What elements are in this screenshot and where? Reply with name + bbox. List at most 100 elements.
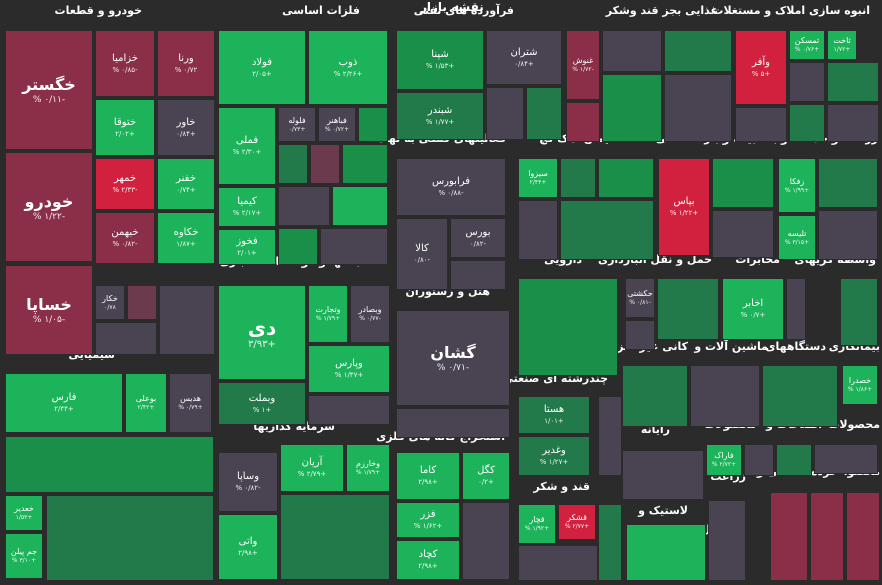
stock-tile[interactable]: خمهر -۲/۳۳ % bbox=[95, 158, 155, 210]
treemap-filler-tile[interactable] bbox=[818, 210, 878, 260]
treemap-filler-tile[interactable] bbox=[278, 144, 308, 184]
stock-tile[interactable]: زفکا +۱/۹۹ % bbox=[778, 158, 816, 213]
treemap-filler-tile[interactable] bbox=[602, 30, 662, 72]
stock-tile[interactable]: وخارزم +۱/۷۹ % bbox=[346, 444, 390, 492]
stock-tile[interactable]: اخابر +۰/۷ % bbox=[722, 278, 784, 340]
treemap-filler-tile[interactable] bbox=[814, 444, 878, 474]
treemap-filler-tile[interactable] bbox=[518, 545, 598, 581]
stock-tile[interactable]: فباهنر +۰/۷۲ % bbox=[318, 107, 356, 142]
treemap-filler-tile[interactable] bbox=[462, 502, 510, 580]
treemap-filler-tile[interactable] bbox=[320, 228, 388, 265]
stock-tile[interactable]: سیزوا +۲/۴۴ bbox=[518, 158, 558, 198]
treemap-filler-tile[interactable] bbox=[526, 87, 562, 140]
stock-tile[interactable]: هستا +۱/۰۱ bbox=[518, 396, 590, 434]
treemap-filler-tile[interactable] bbox=[278, 228, 318, 265]
stock-tile[interactable]: واتی +۲/۹۸ bbox=[218, 514, 278, 580]
treemap-filler-tile[interactable] bbox=[776, 444, 812, 476]
stock-tile[interactable]: وغدیر +۱/۲۷ % bbox=[518, 436, 590, 476]
stock-tile[interactable]: کالا -۰/۸۰ bbox=[396, 218, 448, 290]
treemap-filler-tile[interactable] bbox=[95, 322, 157, 355]
stock-tile[interactable]: وساپا -۰/۸۲ % bbox=[218, 452, 278, 512]
treemap-filler-tile[interactable] bbox=[712, 210, 774, 258]
treemap-filler-tile[interactable] bbox=[626, 524, 706, 581]
stock-tile[interactable]: فزر +۱/۶۲ % bbox=[396, 502, 460, 538]
stock-tile[interactable]: وبصادر -۰/۷۷ % bbox=[350, 285, 390, 343]
stock-tile[interactable]: تلیسه +۳/۱۵ % bbox=[778, 215, 816, 260]
treemap-filler-tile[interactable] bbox=[486, 87, 524, 140]
treemap-filler-tile[interactable] bbox=[625, 320, 655, 350]
treemap-filler-tile[interactable] bbox=[342, 144, 388, 184]
treemap-filler-tile[interactable] bbox=[827, 62, 879, 102]
stock-tile[interactable]: غنوش -۱/۷۲ % bbox=[566, 30, 600, 100]
stock-tile[interactable]: خودرو -۱/۲۲ % bbox=[5, 152, 93, 262]
treemap-filler-tile[interactable] bbox=[560, 158, 596, 198]
treemap-filler-tile[interactable] bbox=[332, 186, 388, 226]
stock-tile[interactable]: فلوله +۰/۷۳ bbox=[278, 107, 316, 142]
stock-tile[interactable]: آریان +۲/۷۹ % bbox=[280, 444, 344, 492]
stock-tile[interactable]: خاور +۰/۸۴ bbox=[157, 99, 215, 156]
treemap-filler-tile[interactable] bbox=[762, 365, 838, 427]
stock-tile[interactable]: خکار ۰/۷۸ bbox=[95, 285, 125, 320]
stock-tile[interactable]: شتران +۰/۸۴ bbox=[486, 30, 562, 85]
treemap-filler-tile[interactable] bbox=[358, 107, 388, 142]
treemap-filler-tile[interactable] bbox=[712, 158, 774, 208]
treemap-filler-tile[interactable] bbox=[396, 408, 510, 438]
treemap-filler-tile[interactable] bbox=[810, 492, 844, 581]
treemap-filler-tile[interactable] bbox=[840, 278, 878, 346]
stock-tile[interactable]: قچار +۱/۹۲ % bbox=[518, 504, 556, 544]
treemap-filler-tile[interactable] bbox=[159, 285, 215, 355]
stock-tile[interactable]: وبملت +۱ % bbox=[218, 382, 306, 425]
treemap-filler-tile[interactable] bbox=[560, 200, 654, 260]
treemap-filler-tile[interactable] bbox=[280, 494, 390, 580]
stock-tile[interactable]: کچاد +۲/۹۸ bbox=[396, 540, 460, 580]
stock-tile[interactable]: ختوقا +۲/۰۲ bbox=[95, 99, 155, 156]
stock-tile[interactable]: قشکر +۲/۷۷ % bbox=[558, 504, 596, 540]
treemap-filler-tile[interactable] bbox=[770, 492, 808, 581]
stock-tile[interactable]: کیمیا +۲/۱۷ % bbox=[218, 187, 276, 227]
treemap-filler-tile[interactable] bbox=[657, 278, 719, 340]
stock-tile[interactable]: گشان -۰/۷۱ % bbox=[396, 310, 510, 406]
stock-tile[interactable]: دی +۳/۹۳ bbox=[218, 285, 306, 380]
stock-tile[interactable]: فملی +۲/۳۰ % bbox=[218, 107, 276, 185]
treemap-filler-tile[interactable] bbox=[786, 278, 806, 340]
stock-tile[interactable]: کگل +۰/۲ bbox=[462, 452, 510, 500]
stock-tile[interactable]: خگستر -۰/۱۱ % bbox=[5, 30, 93, 150]
treemap-filler-tile[interactable] bbox=[278, 186, 330, 226]
stock-tile[interactable]: شپنا +۱/۵۳ % bbox=[396, 30, 484, 90]
treemap-filler-tile[interactable] bbox=[789, 62, 825, 102]
stock-tile[interactable]: بورس -۰/۸۲ bbox=[450, 218, 506, 258]
treemap-filler-tile[interactable] bbox=[602, 74, 662, 142]
treemap-filler-tile[interactable] bbox=[690, 365, 760, 427]
stock-tile[interactable]: ذوب +۲/۲۶ % bbox=[308, 30, 388, 105]
stock-tile[interactable]: ثاخت +۱/۷۲ bbox=[827, 30, 857, 60]
stock-tile[interactable]: خبهمن -۰/۸۲ % bbox=[95, 212, 155, 264]
stock-tile[interactable]: فاراک +۲/۷۲ % bbox=[706, 444, 742, 476]
treemap-filler-tile[interactable] bbox=[664, 74, 732, 142]
treemap-filler-tile[interactable] bbox=[789, 104, 825, 142]
stock-tile[interactable]: فرابورس -۰/۸۸ % bbox=[396, 158, 506, 216]
stock-tile[interactable]: حکشتی -۰/۸۱ % bbox=[625, 278, 655, 318]
treemap-filler-tile[interactable] bbox=[744, 444, 774, 476]
stock-tile[interactable]: هدیس +۰/۷۹ % bbox=[169, 373, 212, 433]
treemap-filler-tile[interactable] bbox=[46, 495, 214, 581]
treemap-filler-tile[interactable] bbox=[518, 200, 558, 260]
stock-tile[interactable]: وپارس +۱/۴۷ % bbox=[308, 345, 390, 393]
stock-tile[interactable]: خعدیر +۱/۵۳ bbox=[5, 495, 43, 531]
stock-tile[interactable]: وآفر +۵ % bbox=[735, 30, 787, 105]
stock-tile[interactable]: ثمسکن +۰/۷۶ % bbox=[789, 30, 825, 60]
treemap-filler-tile[interactable] bbox=[566, 102, 600, 142]
treemap-filler-tile[interactable] bbox=[622, 365, 688, 427]
treemap-filler-tile[interactable] bbox=[818, 158, 878, 208]
treemap-filler-tile[interactable] bbox=[598, 504, 622, 581]
stock-tile[interactable]: کاما +۲/۹۸ bbox=[396, 452, 460, 500]
stock-tile[interactable]: خساپا -۱/۰۵ % bbox=[5, 265, 93, 355]
stock-tile[interactable]: ورنا ۰/۷۲ % bbox=[157, 30, 215, 97]
stock-tile[interactable]: جم پیلن +۳/۱۰ % bbox=[5, 533, 43, 579]
stock-tile[interactable]: فخوز +۲/۰۱ bbox=[218, 229, 276, 265]
treemap-filler-tile[interactable] bbox=[598, 158, 654, 198]
stock-tile[interactable]: خکاوه +۱/۸۷ bbox=[157, 212, 215, 264]
treemap-filler-tile[interactable] bbox=[664, 30, 732, 72]
treemap-filler-tile[interactable] bbox=[450, 260, 506, 290]
treemap-filler-tile[interactable] bbox=[708, 500, 746, 581]
stock-tile[interactable]: خفنر +۰/۷۴ bbox=[157, 158, 215, 210]
